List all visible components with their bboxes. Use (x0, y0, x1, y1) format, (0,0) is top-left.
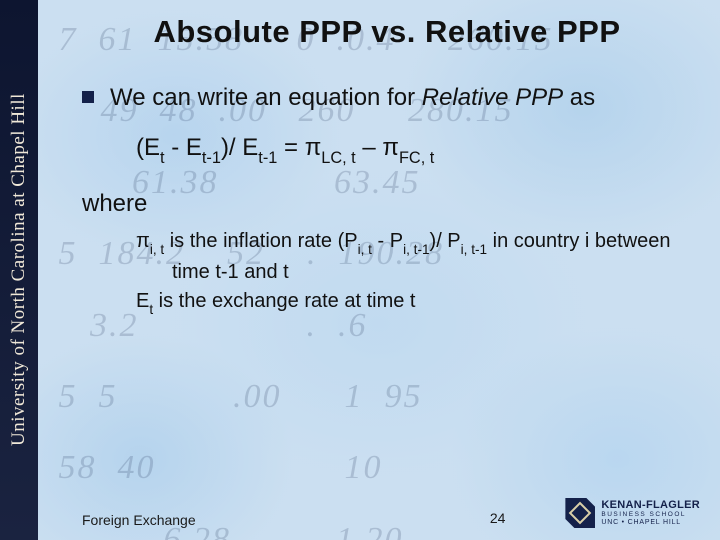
footer-logo: KENAN-FLAGLER BUSINESS SCHOOL UNC • CHAP… (565, 498, 700, 528)
equation: (Et - Et-1)/ Et-1 = πLC, t – πFC, t (136, 134, 692, 166)
eq-pi2-sub: FC, t (399, 149, 434, 167)
def-pi-d: )/ P (430, 230, 461, 252)
def-E: Et is the exchange rate at time t (136, 288, 692, 317)
slide: University of North Carolina at Chapel H… (0, 0, 720, 540)
bullet-text-emph: Relative PPP (422, 84, 563, 111)
def-pi-a: π (136, 230, 150, 252)
bullet-text: We can write an equation for Relative PP… (110, 84, 595, 112)
def-E-b: is the exchange rate at time t (153, 290, 415, 312)
slide-main: 7 61 15.58 0 .0.4 260.15 49 48 .00 260 2… (38, 0, 720, 540)
def-pi-b-sub: i, t (358, 242, 372, 257)
logo-text: KENAN-FLAGLER BUSINESS SCHOOL UNC • CHAP… (601, 500, 700, 527)
bullet-item: We can write an equation for Relative PP… (82, 84, 692, 112)
slide-content: Absolute PPP vs. Relative PPP We can wri… (38, 0, 720, 540)
page-number: 24 (490, 510, 506, 526)
eq-lhs-c: )/ E (221, 134, 258, 161)
bullet-text-pre: We can write an equation for (110, 84, 422, 111)
def-pi-a-sub: i, t (150, 242, 164, 257)
eq-pi1-sub: LC, t (321, 149, 355, 167)
def-E-a-sub: t (149, 302, 153, 317)
eq-lhs-b: - E (165, 134, 202, 161)
footer: Foreign Exchange 24 KENAN-FLAGLER BUSINE… (82, 498, 700, 528)
logo-line3: UNC • CHAPEL HILL (601, 519, 700, 526)
logo-line1: KENAN-FLAGLER (601, 500, 700, 511)
def-pi: πi, t is the inflation rate (Pi, t - Pi,… (136, 228, 692, 257)
eq-lhs-c-sub: t-1 (258, 149, 277, 167)
def-pi-d-sub: i, t-1 (461, 242, 487, 257)
logo-line2: BUSINESS SCHOOL (601, 512, 700, 519)
slide-title: Absolute PPP vs. Relative PPP (82, 14, 692, 50)
definitions: πi, t is the inflation rate (Pi, t - Pi,… (136, 228, 692, 318)
def-pi-e: in country i between (487, 230, 670, 252)
def-pi-b: is the inflation rate (P (164, 230, 357, 252)
def-pi-c: - P (372, 230, 403, 252)
eq-lhs-a-sub: t (160, 149, 165, 167)
eq-lhs-b-sub: t-1 (202, 149, 221, 167)
sidebar-branding: University of North Carolina at Chapel H… (0, 0, 38, 540)
where-label: where (82, 190, 692, 218)
eq-minus: – (356, 134, 383, 161)
def-pi-c-sub: i, t-1 (403, 242, 429, 257)
eq-pi1: π (305, 134, 322, 161)
footer-left: Foreign Exchange (82, 512, 196, 528)
def-pi-line2: time t-1 and t (172, 259, 692, 286)
logo-mark-icon (565, 498, 595, 528)
eq-lhs-a: (E (136, 134, 160, 161)
def-E-a: E (136, 290, 149, 312)
eq-eq: = (277, 134, 304, 161)
bullet-text-post: as (563, 84, 595, 111)
eq-pi2: π (382, 134, 399, 161)
sidebar-text: University of North Carolina at Chapel H… (8, 94, 30, 447)
bullet-square-icon (82, 91, 94, 103)
